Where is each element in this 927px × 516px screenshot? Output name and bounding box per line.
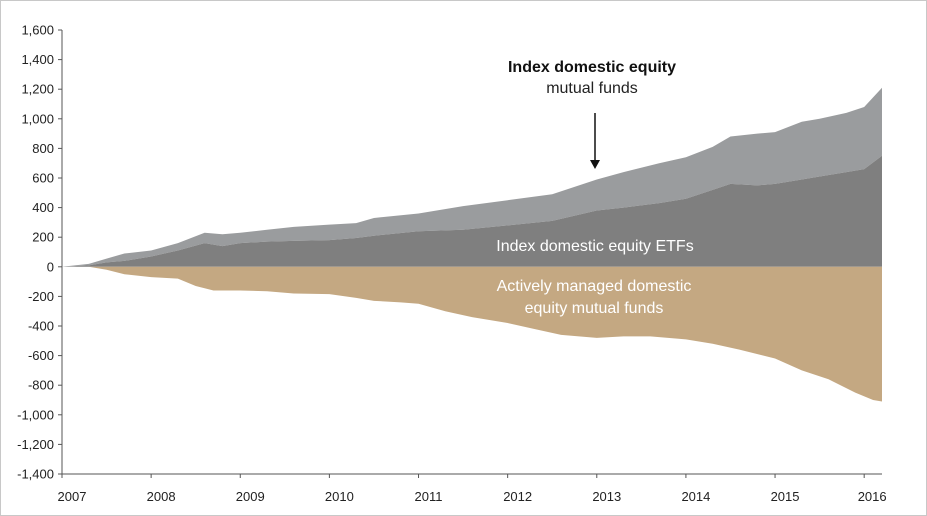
x-tick-label: 2008 bbox=[147, 489, 176, 504]
y-tick-label: 1,600 bbox=[21, 23, 54, 38]
y-tick-label: 400 bbox=[32, 200, 54, 215]
area-index-mutual-funds bbox=[62, 87, 882, 267]
y-tick-label: -200 bbox=[28, 289, 54, 304]
annotation-active-mutual-funds-line2: equity mutual funds bbox=[525, 300, 664, 317]
x-tick-label: 2011 bbox=[415, 489, 443, 504]
y-tick-label: 1,200 bbox=[21, 82, 54, 97]
y-tick-label: -1,400 bbox=[17, 467, 54, 482]
area-index-etfs bbox=[62, 155, 882, 267]
x-tick-label: 2009 bbox=[236, 489, 265, 504]
annotation-active-mutual-funds-line1: Actively managed domestic bbox=[497, 278, 692, 295]
y-tick-label: -800 bbox=[28, 378, 54, 393]
area-layers bbox=[62, 87, 882, 402]
annotation-index-mutual-funds-line2: mutual funds bbox=[546, 80, 638, 97]
annotation-index-etfs: Index domestic equity ETFs bbox=[496, 238, 693, 255]
y-tick-label: -1,000 bbox=[17, 407, 54, 422]
x-tick-label: 2012 bbox=[503, 489, 532, 504]
y-tick-label: 0 bbox=[47, 259, 54, 274]
y-tick-label: -1,200 bbox=[17, 437, 54, 452]
x-tick-label: 2015 bbox=[771, 489, 800, 504]
annotation-arrow-head bbox=[590, 160, 600, 169]
x-tick-label: 2016 bbox=[858, 489, 887, 504]
y-tick-label: -400 bbox=[28, 319, 54, 334]
y-tick-label: 600 bbox=[32, 171, 54, 186]
y-tick-label: 1,400 bbox=[21, 52, 54, 67]
y-tick-label: 800 bbox=[32, 141, 54, 156]
x-tick-label: 2007 bbox=[58, 489, 87, 504]
annotation-index-mutual-funds-line1: Index domestic equity bbox=[508, 59, 676, 76]
annotation-index-mutual-funds: Index domestic equity mutual funds bbox=[508, 59, 676, 169]
x-axis-ticks: 2007 2008 2009 2010 2011 2012 2013 2014 2015 2016 bbox=[58, 474, 887, 504]
x-tick-label: 2014 bbox=[681, 489, 710, 504]
y-axis-ticks: 1,600 1,400 1,200 1,000 800 600 400 200 0 -200 -40… bbox=[17, 23, 62, 482]
y-tick-label: 1,000 bbox=[21, 111, 54, 126]
y-tick-label: 200 bbox=[32, 230, 54, 245]
x-tick-label: 2013 bbox=[592, 489, 621, 504]
area-active-mutual-funds bbox=[62, 266, 882, 402]
y-tick-label: -600 bbox=[28, 348, 54, 363]
x-tick-label: 2010 bbox=[325, 489, 354, 504]
